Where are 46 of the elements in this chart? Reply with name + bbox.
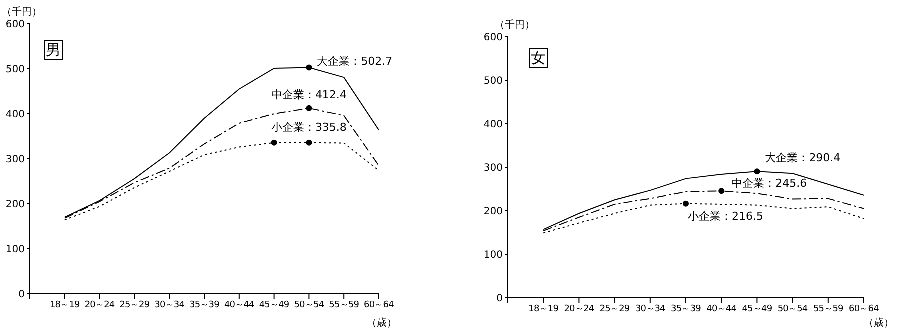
y-tick-label: 500 (484, 76, 503, 88)
annotation: 小企業：216.5 (688, 210, 764, 223)
x-tick-label: 45～49 (259, 300, 290, 310)
x-tick-label: 50～54 (778, 304, 808, 314)
x-tick-label: 35～39 (190, 300, 220, 310)
y-axis-title: （千円） (2, 6, 42, 19)
x-tick-label: 20～24 (84, 300, 116, 310)
y-tick-label: 400 (484, 120, 503, 131)
y-tick-label: 300 (484, 163, 503, 174)
x-tick-label: 35～39 (671, 304, 702, 314)
x-tick-label: 55～59 (813, 304, 844, 314)
x-tick-label: 60～64 (364, 300, 395, 310)
y-tick-label: 0 (496, 294, 503, 305)
annotation: 中企業：245.6 (732, 177, 808, 190)
y-tick-label: 400 (6, 110, 25, 121)
y-tick-label: 200 (6, 200, 25, 211)
x-axis-title: （歳） (864, 316, 894, 330)
y-tick-label: 100 (6, 244, 25, 256)
x-tick-label: 60～64 (849, 304, 880, 314)
x-tick-label: 18～19 (528, 304, 560, 314)
x-tick-label: 25～29 (120, 300, 150, 310)
x-tick-label: 25～29 (600, 304, 630, 314)
x-tick-label: 20～24 (564, 304, 595, 314)
annotation: 小企業：335.8 (271, 120, 347, 134)
x-tick-label: 30～34 (154, 300, 186, 310)
annotation: 大企業：502.7 (317, 54, 393, 68)
annotation: 女 (529, 48, 548, 68)
y-tick-label: 0 (18, 290, 25, 301)
y-tick-label: 500 (6, 64, 25, 76)
x-tick-label: 55～59 (329, 300, 360, 310)
annotation: 大企業：290.4 (765, 152, 841, 165)
x-tick-label: 50～54 (294, 300, 325, 310)
x-tick-label: 45～49 (742, 304, 773, 314)
x-tick-label: 40～44 (224, 300, 256, 310)
x-tick-label: 30～34 (635, 304, 666, 314)
annotation: 男 (44, 40, 63, 60)
y-tick-label: 600 (6, 20, 25, 31)
y-axis-title: （千円） (495, 18, 535, 32)
y-tick-label: 200 (484, 206, 503, 218)
x-tick-label: 40～44 (706, 304, 738, 314)
y-tick-label: 300 (6, 154, 25, 166)
annotation: 中企業：412.4 (271, 88, 347, 102)
x-tick-label: 18～19 (50, 300, 81, 310)
x-axis-title: （歳） (367, 316, 397, 330)
y-tick-label: 100 (484, 250, 503, 262)
y-tick-label: 600 (484, 32, 503, 44)
